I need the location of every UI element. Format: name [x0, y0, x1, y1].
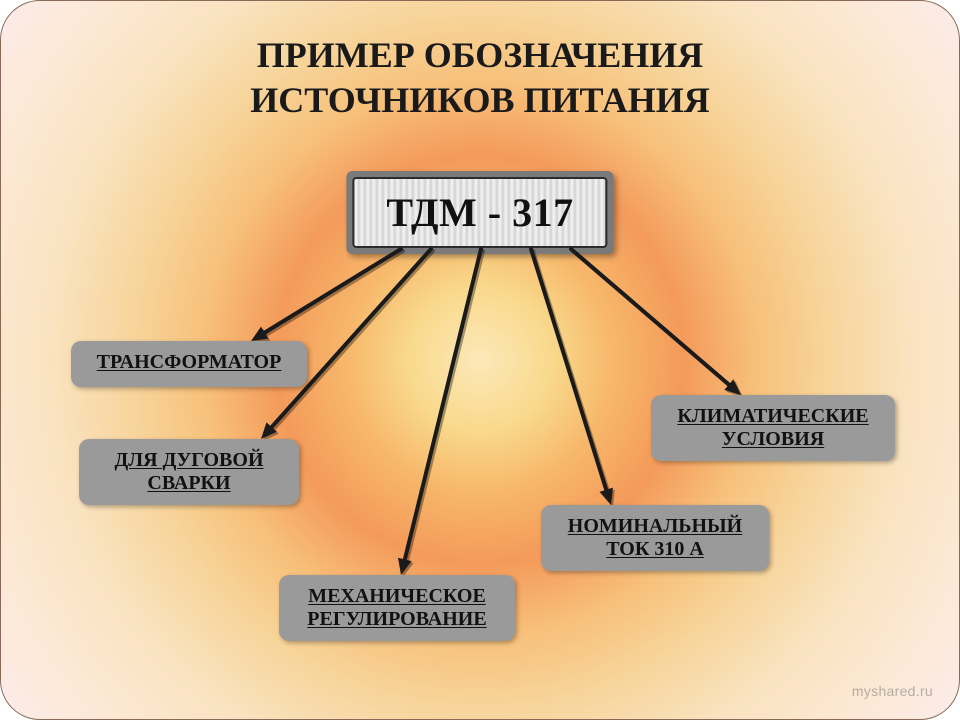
- central-code-text: ТДМ - 317: [352, 177, 607, 248]
- node-nominal-current-line-1: ТОК 310 А: [606, 538, 704, 560]
- node-nominal-current-line-0: НОМИНАЛЬНЫЙ: [568, 515, 742, 537]
- arrow-transformer: [251, 249, 403, 343]
- node-mechanical: МЕХАНИЧЕСКОЕРЕГУЛИРОВАНИЕ: [279, 575, 515, 641]
- watermark: myshared.ru: [852, 683, 933, 699]
- node-transformer: ТРАНСФОРМАТОР: [71, 341, 307, 387]
- arrow-nominal-current: [531, 249, 615, 507]
- node-arc-welding-line-0: ДЛЯ ДУГОВОЙ: [114, 449, 263, 471]
- title-line-2: ИСТОЧНИКОВ ПИТАНИЯ: [1, 78, 959, 123]
- slide-title: ПРИМЕР ОБОЗНАЧЕНИЯ ИСТОЧНИКОВ ПИТАНИЯ: [1, 33, 959, 123]
- node-mechanical-line-1: РЕГУЛИРОВАНИЕ: [307, 608, 486, 630]
- node-arc-welding-line-1: СВАРКИ: [147, 472, 230, 494]
- node-climate: КЛИМАТИЧЕСКИЕУСЛОВИЯ: [651, 395, 895, 461]
- slide: ПРИМЕР ОБОЗНАЧЕНИЯ ИСТОЧНИКОВ ПИТАНИЯ ТД…: [0, 0, 960, 720]
- node-mechanical-line-0: МЕХАНИЧЕСКОЕ: [308, 585, 486, 607]
- central-code-box: ТДМ - 317: [346, 171, 613, 254]
- node-nominal-current: НОМИНАЛЬНЫЙТОК 310 А: [541, 505, 769, 571]
- node-arc-welding: ДЛЯ ДУГОВОЙСВАРКИ: [79, 439, 299, 505]
- node-transformer-line-0: ТРАНСФОРМАТОР: [97, 351, 282, 373]
- title-line-1: ПРИМЕР ОБОЗНАЧЕНИЯ: [1, 33, 959, 78]
- node-climate-line-0: КЛИМАТИЧЕСКИЕ: [677, 405, 868, 427]
- arrow-mechanical: [398, 249, 483, 577]
- node-climate-line-1: УСЛОВИЯ: [722, 428, 824, 450]
- arrow-climate: [571, 249, 743, 397]
